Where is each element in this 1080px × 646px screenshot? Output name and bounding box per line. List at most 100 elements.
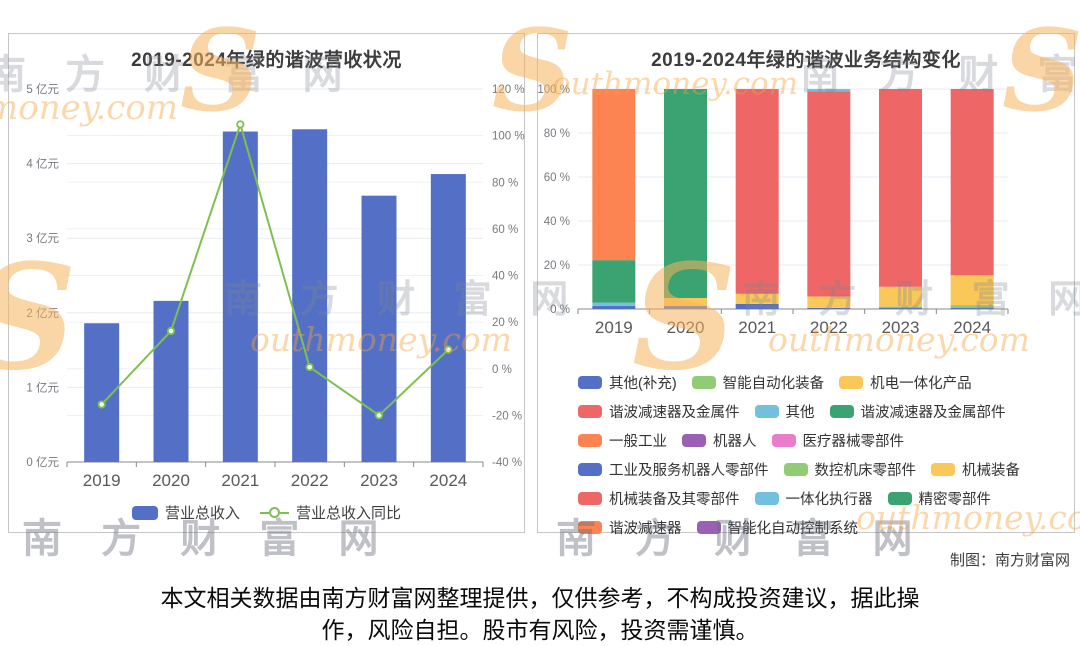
legend-label: 医疗器械零部件 [802,434,905,450]
revenue-bar-2020 [153,300,189,462]
legend-label: 谐波减速器 [609,521,682,537]
legend-swatch-icon [578,434,602,447]
legend-label: 机械装备及其零部件 [609,492,740,508]
axis-label: 100 % [538,84,570,96]
legend-swatch-icon [931,463,955,476]
revenue-legend-label: 营业总收入 [164,505,240,522]
structure-legend-item: 医疗器械零部件 [771,430,905,451]
legend-label: 其他(补充) [609,376,677,392]
revenue-bar-2021 [222,131,258,462]
legend-swatch-icon [578,492,602,505]
axis-label: 2019 [83,471,121,490]
revenue-bar-2024 [430,174,466,462]
structure-legend-item: 一般工业 [578,430,667,451]
legend-swatch-icon [578,521,602,534]
legend-label: 智能化自动控制系统 [727,521,859,537]
chart-credit: 制图：南方财富网 [949,552,1070,569]
axis-label: 5 亿元 [26,83,59,96]
structure-chart-legend: 其他(补充) 智能自动化装备 机电一体化产品 谐波减速器及金属件 其他 谐波减速器及金属部… [578,372,1066,546]
growth-point-2022 [305,363,314,372]
revenue-legend-item: 营业总收入 [131,502,240,523]
legend-row: 一般工业 机器人 医疗器械零部件 [578,430,1066,451]
structure-bar-2024-机电一体化产品 [950,275,994,306]
axis-label: 2023 [882,318,920,337]
axis-label: 60 % [544,172,570,184]
structure-legend-item: 一体化执行器 [754,488,873,509]
structure-legend-item: 谐波减速器 [578,517,682,538]
axis-label: 2019 [595,318,633,337]
structure-bar-2022-其他 [807,89,851,92]
structure-chart-panel: 2019-2024年绿的谐波业务结构变化 0 % 20 % 40 % 60 % 80 %… [537,33,1075,537]
axis-label: 3 亿元 [26,232,59,245]
revenue-chart-legend: 营业总收入 营业总收入同比 [9,502,524,523]
axis-label: 1 亿元 [26,381,59,394]
revenue-bar-2022 [292,129,328,462]
structure-bar-2021-机电一体化产品 [735,293,779,304]
structure-bar-2024-智能自动化装备 [950,305,994,308]
axis-label: 40 % [544,216,570,228]
axis-label: -20 % [492,410,522,422]
structure-legend-item: 工业及服务机器人零部件 [578,459,769,480]
disclaimer-line-1: 本文相关数据由南方财富网整理提供，仅供参考，不构成投资建议，据此操 [160,585,920,611]
axis-label: 2022 [810,318,848,337]
axis-label: 0 亿元 [26,456,59,469]
axis-label: 120 % [492,84,525,96]
legend-label: 一般工业 [609,434,667,450]
structure-bar-2020-机电一体化产品 [664,298,707,306]
structure-bar-2022-谐波减速器及金属件 [807,91,851,297]
legend-label: 谐波减速器及金属件 [609,405,740,421]
axis-label: 60 % [492,224,518,236]
legend-row: 谐波减速器及金属件 其他 谐波减速器及金属部件 [578,401,1066,422]
axis-label: 20 % [492,317,518,329]
legend-label: 精密零部件 [918,492,992,508]
structure-legend-item: 机械装备及其零部件 [578,488,740,509]
legend-swatch-icon [887,492,912,505]
structure-legend-item: 机械装备 [931,459,1020,480]
growth-point-2021 [236,120,245,129]
growth-line [100,121,450,417]
structure-legend-item: 数控机床零部件 [783,459,916,480]
legend-swatch-icon [839,376,864,389]
axis-label: 2020 [667,318,705,337]
axis-label: -40 % [492,457,522,469]
axis-label: 4 亿元 [26,158,59,171]
legend-swatch-icon [829,405,854,418]
structure-legend-item: 谐波减速器及金属件 [578,401,740,422]
structure-bar-2019-一体化执行器 [592,302,636,306]
legend-label: 智能自动化装备 [722,376,825,392]
structure-legend-item: 精密零部件 [887,488,992,509]
growth-legend-item: 营业总收入同比 [260,502,401,523]
legend-swatch-icon [578,463,602,476]
legend-swatch-icon [771,434,796,447]
structure-legend-item: 其他 [754,401,815,422]
structure-bar-2020-谐波减速器及金属部件 [664,89,707,298]
revenue-chart-plot: 0 亿元 1 亿元 2 亿元 3 亿元 4 亿元 5 亿元 -40 % -20 % 0 % 20 … [26,83,525,490]
axis-label: 2020 [152,471,190,490]
structure-legend-item: 机器人 [682,430,757,451]
legend-label: 机械装备 [962,463,1020,479]
axis-label: 2022 [291,471,329,490]
structure-bar-2019-其他(补充) [592,305,636,309]
legend-row: 机械装备及其零部件 一体化执行器 精密零部件 [578,488,1066,509]
axis-label: 2021 [738,318,776,337]
growth-legend-label: 营业总收入同比 [296,505,402,522]
revenue-legend-swatch [131,505,158,520]
legend-swatch-icon [696,521,721,534]
revenue-chart-title: 2019-2024年绿的谐波营收状况 [131,50,402,71]
axis-label: 2021 [221,471,259,490]
legend-label: 工业及服务机器人零部件 [609,463,769,479]
axis-label: 2 亿元 [26,307,59,320]
structure-bar-2020-其他(补充) [664,305,707,309]
legend-label: 一体化执行器 [785,492,873,508]
structure-bar-2019-精密零部件 [592,260,636,303]
legend-swatch-icon [578,405,602,418]
structure-bar-2023-机电一体化产品 [879,286,922,307]
revenue-chart-panel: 2019-2024年绿的谐波营收状况 0 亿元 1 亿元 2 亿元 3 亿元 4 亿元 5… [8,33,525,533]
legend-swatch-icon [783,463,808,476]
growth-point-2024 [444,345,453,354]
disclaimer-text: 本文相关数据由南方财富网整理提供，仅供参考，不构成投资建议，据此操 作，风险自担… [0,582,1080,646]
structure-bar-2024-谐波减速器及金属件 [950,89,994,276]
axis-label: 80 % [492,177,518,189]
structure-legend-item: 智能自动化装备 [691,372,825,393]
structure-bar-2022-其他(补充) [807,307,851,309]
